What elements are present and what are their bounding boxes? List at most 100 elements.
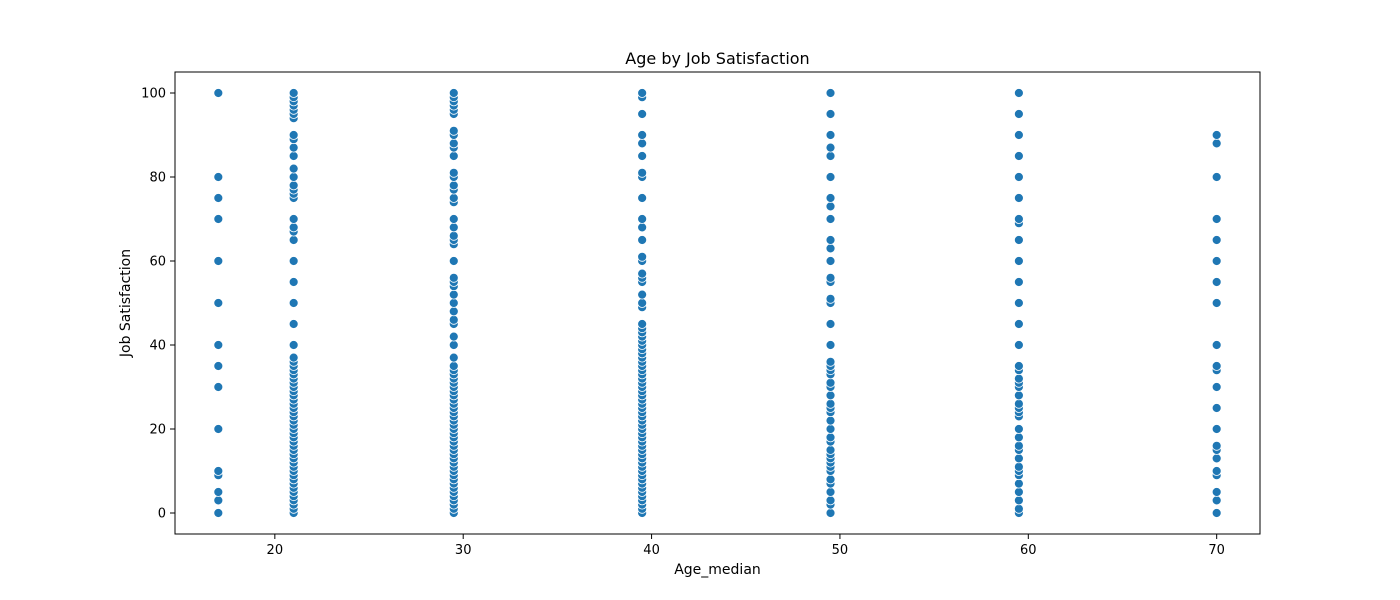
- data-point: [637, 151, 648, 161]
- points-layer: [213, 88, 1222, 518]
- data-point: [825, 272, 836, 283]
- data-point: [1013, 109, 1024, 119]
- data-point: [1013, 256, 1024, 266]
- data-point: [1211, 235, 1222, 245]
- data-point: [1013, 298, 1024, 308]
- data-point: [825, 445, 836, 455]
- data-point: [448, 361, 459, 371]
- data-point: [213, 193, 224, 203]
- data-point: [448, 214, 459, 224]
- data-point: [213, 382, 224, 392]
- chart-title: Age by Job Satisfaction: [625, 49, 809, 68]
- data-point: [637, 222, 648, 233]
- data-point: [637, 251, 648, 262]
- data-point: [213, 298, 224, 308]
- data-point: [288, 163, 299, 174]
- data-point: [825, 151, 836, 161]
- data-point: [213, 340, 224, 350]
- data-point: [825, 256, 836, 266]
- data-point: [1013, 461, 1024, 472]
- data-point: [637, 138, 648, 149]
- data-point: [1013, 340, 1024, 350]
- data-point: [1013, 453, 1024, 464]
- data-point: [448, 230, 459, 241]
- data-point: [288, 172, 299, 182]
- data-point: [448, 167, 459, 178]
- data-point: [1211, 130, 1222, 140]
- data-point: [288, 235, 299, 245]
- data-point: [448, 193, 459, 203]
- data-point: [1013, 151, 1024, 161]
- x-tick-label: 40: [643, 543, 660, 558]
- data-point: [637, 214, 648, 224]
- data-point: [637, 109, 648, 119]
- x-axis-ticks: 20 30 40 50 60 70: [267, 534, 1225, 558]
- data-point: [288, 180, 299, 191]
- data-point: [825, 415, 836, 426]
- data-point: [1013, 424, 1024, 434]
- x-tick-label: 70: [1208, 543, 1225, 558]
- data-point: [448, 222, 459, 233]
- data-point: [213, 172, 224, 182]
- data-point: [1013, 390, 1024, 401]
- data-point: [637, 167, 648, 178]
- data-point: [213, 487, 224, 497]
- data-point: [637, 289, 648, 300]
- data-point: [825, 193, 836, 203]
- data-point: [1013, 193, 1024, 203]
- data-point: [213, 88, 224, 98]
- data-point: [637, 193, 648, 203]
- data-point: [825, 377, 836, 388]
- data-point: [1013, 130, 1024, 140]
- data-point: [1211, 172, 1222, 182]
- data-point: [825, 172, 836, 182]
- y-tick-label: 20: [149, 423, 166, 438]
- x-tick-label: 60: [1020, 543, 1037, 558]
- data-point: [1211, 508, 1222, 518]
- data-point: [1013, 235, 1024, 245]
- data-point: [288, 151, 299, 161]
- data-point: [1013, 319, 1024, 329]
- data-point: [1211, 382, 1222, 392]
- data-point: [1211, 340, 1222, 350]
- data-point: [825, 432, 836, 443]
- x-tick-label: 50: [832, 543, 849, 558]
- data-point: [1211, 466, 1222, 476]
- data-point: [448, 340, 459, 350]
- data-point: [825, 130, 836, 140]
- data-point: [1013, 373, 1024, 384]
- data-point: [448, 298, 459, 308]
- x-tick-label: 20: [267, 543, 284, 558]
- data-point: [288, 214, 299, 224]
- y-axis-ticks: 0 20 40 60 80 100: [141, 87, 175, 522]
- data-point: [1013, 277, 1024, 287]
- data-point: [637, 268, 648, 279]
- data-point: [1211, 214, 1222, 224]
- data-point: [448, 352, 459, 363]
- data-point: [213, 256, 224, 266]
- y-tick-label: 0: [158, 507, 166, 522]
- y-tick-label: 100: [141, 87, 166, 102]
- data-point: [637, 235, 648, 245]
- data-point: [1211, 138, 1222, 149]
- data-point: [288, 298, 299, 308]
- data-point: [288, 130, 299, 140]
- data-point: [1211, 298, 1222, 308]
- data-point: [448, 88, 459, 98]
- data-point: [448, 125, 459, 136]
- data-point: [825, 109, 836, 119]
- data-point: [448, 314, 459, 325]
- data-point: [1211, 487, 1222, 497]
- y-tick-label: 60: [149, 255, 166, 270]
- x-axis-title: Age_median: [674, 562, 761, 578]
- data-point: [1013, 172, 1024, 182]
- data-point: [288, 277, 299, 287]
- data-point: [637, 298, 648, 308]
- data-point: [825, 201, 836, 212]
- data-point: [825, 319, 836, 329]
- data-point: [1211, 256, 1222, 266]
- data-point: [213, 495, 224, 506]
- data-point: [213, 214, 224, 224]
- data-point: [637, 130, 648, 140]
